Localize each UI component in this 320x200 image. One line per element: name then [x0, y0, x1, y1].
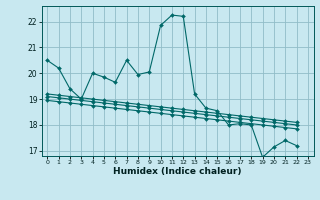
X-axis label: Humidex (Indice chaleur): Humidex (Indice chaleur) [113, 167, 242, 176]
